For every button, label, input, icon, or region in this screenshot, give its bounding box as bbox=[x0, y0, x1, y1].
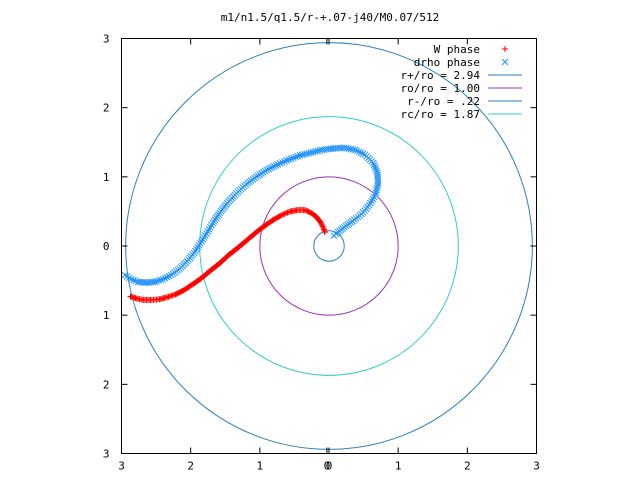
drho-phase-point bbox=[278, 159, 286, 166]
x-tick-label: 3 bbox=[118, 460, 125, 473]
w-phase-point bbox=[284, 209, 291, 216]
drho-phase-point bbox=[289, 154, 297, 162]
y-tick-label: 2 bbox=[103, 378, 110, 391]
w-phase-point bbox=[319, 222, 326, 229]
drho-phase-point bbox=[276, 160, 284, 167]
circle-series bbox=[313, 230, 345, 262]
drho-phase-point bbox=[283, 157, 291, 164]
drho-phase-point bbox=[163, 273, 171, 281]
drho-phase-point bbox=[157, 276, 165, 284]
x-tick-label: 1 bbox=[395, 460, 402, 473]
drho-phase-point bbox=[153, 277, 161, 285]
w-phase-point bbox=[280, 211, 287, 218]
legend-label: rc/ro = 1.87 bbox=[401, 108, 480, 121]
drho-phase-point bbox=[268, 163, 276, 171]
drho-phase-point bbox=[274, 161, 282, 168]
y-tick-label: 1 bbox=[103, 309, 110, 322]
drho-phase-point bbox=[161, 274, 169, 282]
drho-phase-point bbox=[267, 164, 274, 172]
w-phase-point bbox=[319, 223, 326, 230]
drho-phase-point bbox=[349, 146, 357, 153]
legend-label: r+/ro = 2.94 bbox=[401, 69, 481, 82]
y-tick-label: 2 bbox=[103, 102, 110, 115]
y-tick-label: 3 bbox=[103, 448, 110, 461]
drho-phase-point bbox=[330, 232, 338, 239]
drho-phase-point bbox=[370, 161, 378, 169]
w-phase-point bbox=[281, 210, 288, 217]
w-phase-point bbox=[318, 220, 325, 227]
y-tick-label: 0 bbox=[103, 240, 110, 253]
drho-phase-point bbox=[270, 162, 278, 170]
w-phase-point bbox=[278, 211, 285, 218]
y-tick-label: 1 bbox=[103, 171, 110, 184]
drho-phase-point bbox=[165, 272, 173, 280]
drho-phase-point bbox=[272, 161, 280, 169]
drho-phase-point bbox=[355, 148, 363, 156]
legend-label: r-/ro = .22 bbox=[407, 95, 480, 108]
drho-phase-point bbox=[351, 146, 359, 154]
drho-phase-point bbox=[265, 165, 272, 173]
x-tick-label: 2 bbox=[464, 460, 471, 473]
legend-marker bbox=[502, 46, 508, 52]
drho-phase-point bbox=[127, 275, 135, 283]
circle-series bbox=[259, 176, 399, 316]
legend-label: W phase bbox=[434, 43, 480, 56]
drho-phase-point bbox=[281, 158, 288, 165]
x-tick-label: 1 bbox=[257, 460, 264, 473]
drho-phase-point bbox=[373, 167, 380, 175]
drho-phase-point bbox=[359, 150, 367, 158]
drho-phase-point bbox=[372, 165, 380, 173]
drho-phase-point bbox=[149, 278, 156, 286]
drho-phase-point bbox=[155, 277, 163, 284]
drho-phase-point bbox=[292, 153, 299, 161]
drho-phase-point bbox=[132, 277, 140, 285]
w-phase-point bbox=[321, 229, 328, 236]
drho-phase-point bbox=[263, 166, 271, 174]
drho-phase-point bbox=[372, 189, 380, 196]
legend-marker bbox=[501, 58, 509, 66]
w-phase-point bbox=[283, 210, 290, 217]
drho-phase-point bbox=[371, 163, 379, 171]
plot-area bbox=[121, 42, 533, 450]
drho-phase-point bbox=[159, 275, 167, 283]
x-tick-label: 0 bbox=[324, 460, 331, 473]
drho-phase-point bbox=[369, 159, 377, 167]
drho-phase-point bbox=[130, 276, 137, 284]
x-tick-label: 0 bbox=[326, 460, 333, 473]
drho-phase-point bbox=[357, 149, 365, 157]
drho-phase-point bbox=[151, 278, 159, 286]
drho-phase-point bbox=[353, 147, 361, 155]
drho-phase-point bbox=[287, 155, 295, 163]
w-phase-point bbox=[285, 208, 292, 215]
legend-label: drho phase bbox=[414, 56, 480, 69]
x-tick-label: 2 bbox=[187, 460, 194, 473]
w-phase-point bbox=[317, 219, 324, 226]
y-tick-label: 3 bbox=[103, 33, 110, 46]
drho-phase-point bbox=[294, 152, 302, 160]
drho-phase-point bbox=[285, 156, 293, 163]
legend-label: ro/ro = 1.00 bbox=[401, 82, 480, 95]
x-tick-label: 3 bbox=[533, 460, 540, 473]
w-phase-point bbox=[277, 212, 284, 219]
chart-title: m1/n1.5/q1.5/r-+.07-j40/M0.07/512 bbox=[221, 11, 440, 24]
